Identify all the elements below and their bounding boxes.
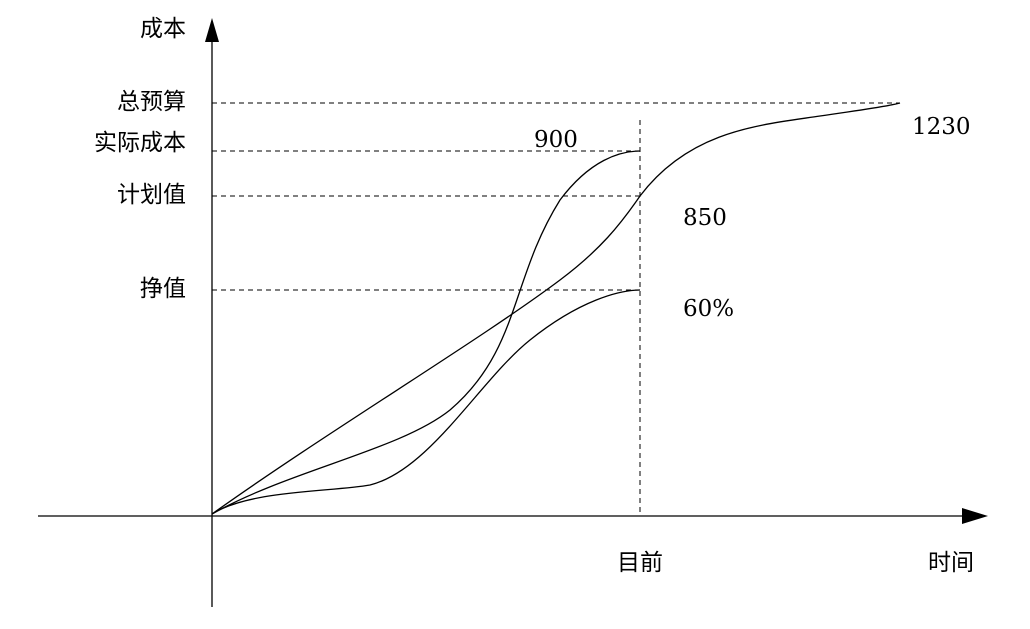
annotation: 900 <box>534 127 578 153</box>
level-label: 实际成本 <box>94 130 186 156</box>
level-label: 计划值 <box>117 182 186 208</box>
x-label: 时间 <box>928 550 974 576</box>
earned-curve <box>211 289 641 515</box>
actual-curve <box>211 150 641 515</box>
annotation: 850 <box>683 205 727 231</box>
annotation: 1230 <box>912 114 971 140</box>
y-label: 成本 <box>140 16 186 42</box>
x-arrow <box>962 508 988 524</box>
y-arrow <box>205 18 219 42</box>
level-label: 总预算 <box>117 89 186 115</box>
marker-label: 目前 <box>617 550 663 576</box>
annotation: 60% <box>683 296 734 322</box>
level-label: 挣值 <box>140 276 186 302</box>
planned-curve <box>211 102 901 515</box>
